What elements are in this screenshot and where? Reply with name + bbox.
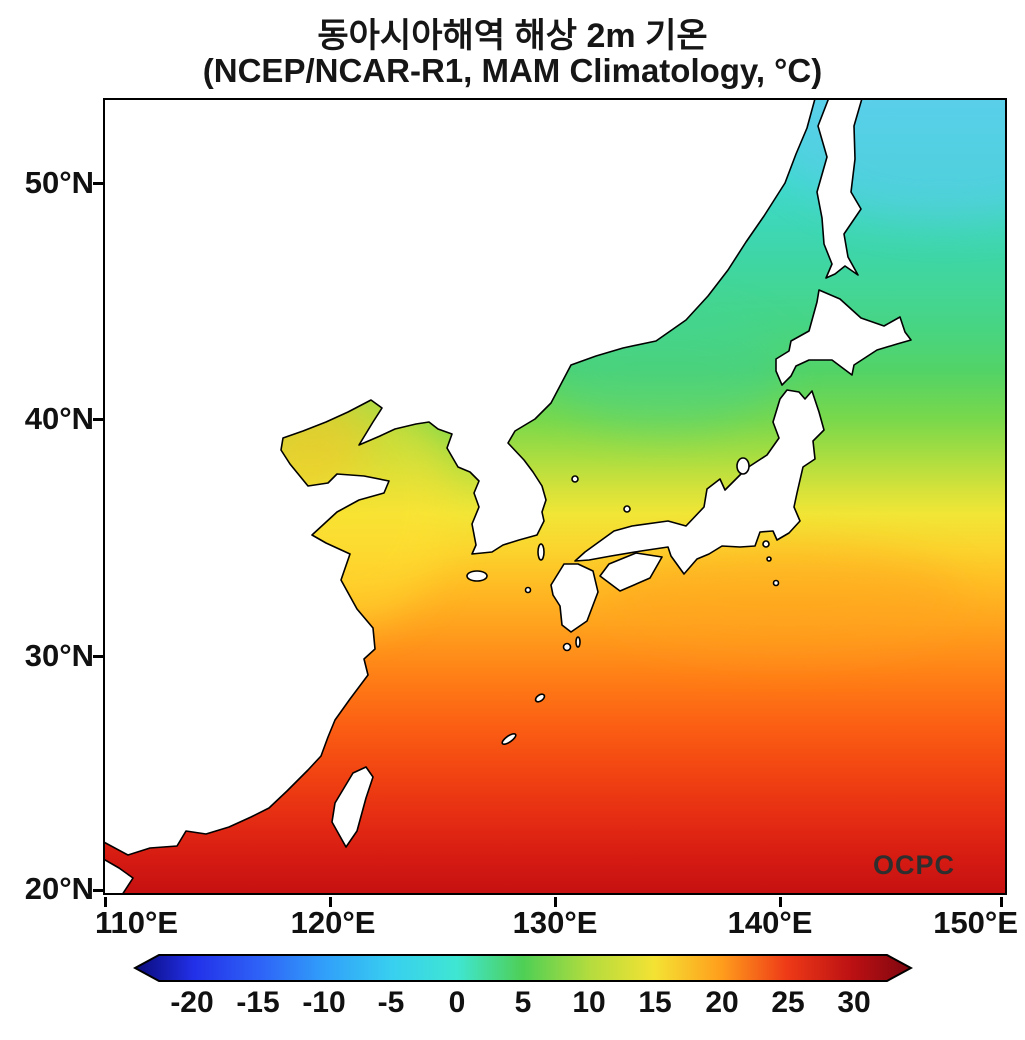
map-plot-area: OCPC [103,98,1007,895]
lat-label-50n: 50°N [24,165,94,200]
cbar-tick-10: 10 [572,986,606,1019]
land-shikoku [599,552,663,592]
land-tanegashima-island [575,636,581,648]
land-hachijo-island [772,579,780,587]
land-honshu [574,389,825,575]
lon-tick-140e [779,897,782,907]
temperature-map-canvas [105,100,1005,893]
cbar-tick-5: 5 [514,986,532,1019]
land-sakhalin [816,100,863,279]
land-kyushu [550,563,599,633]
land-sado-island [736,457,750,475]
land-yakushima-island [562,642,572,652]
cbar-tick-25: 25 [771,986,805,1019]
land-jeju-island [466,570,488,582]
lon-tick-150e [1000,897,1003,907]
cbar-tick-30: 30 [837,986,871,1019]
lat-tick-30n [93,655,103,658]
land-izu-oshima-island [762,540,770,548]
land-okinawa-island [501,732,517,746]
lon-label-130e: 130°E [512,905,598,940]
lat-tick-50n [93,182,103,185]
land-goto-islands [524,586,532,594]
land-tsushima-island [537,543,545,561]
colorbar-gradient-bar [132,954,914,982]
cbar-tick-15: 15 [638,986,672,1019]
lon-tick-120e [329,897,332,907]
lon-label-150e: 150°E [933,905,1018,940]
land-miyake-island [766,556,772,562]
cbar-tick-0: 0 [448,986,466,1019]
lat-label-20n: 20°N [24,871,94,906]
kuroshio-warm-anomaly [605,545,965,655]
land-ulleungdo-island [571,475,579,483]
colorbar: -20 -15 -10 -5 0 5 10 15 20 25 30 [132,952,914,1032]
lon-label-120e: 120°E [290,905,376,940]
lat-label-30n: 30°N [24,638,94,673]
land-hokkaido [775,289,912,386]
cbar-tick--20: -20 [170,986,214,1019]
chart-title: 동아시아해역 해상 2m 기온 [317,17,708,55]
cbar-tick--5: -5 [377,986,405,1019]
cbar-tick-20: 20 [705,986,739,1019]
land-amami-island [534,693,546,703]
lon-tick-130e [554,897,557,907]
lon-label-110e: 110°E [95,905,179,940]
land-asia-mainland-with-korea [105,100,816,856]
chart-subtitle: (NCEP/NCAR-R1, MAM Climatology, °C) [202,52,823,89]
land-leizhou-hainan-corner [105,858,134,893]
cbar-tick--15: -15 [236,986,280,1019]
ocpc-watermark: OCPC [872,850,955,880]
land-taiwan [331,766,374,848]
lat-label-40n: 40°N [24,401,94,436]
lat-tick-40n [93,418,103,421]
cbar-tick--10: -10 [302,986,346,1019]
land-oki-island [623,505,631,513]
lat-tick-20n [93,889,103,892]
lon-tick-110e [104,897,107,907]
lon-label-140e: 140°E [727,905,813,940]
colorbar-arrow-bar [132,954,914,982]
